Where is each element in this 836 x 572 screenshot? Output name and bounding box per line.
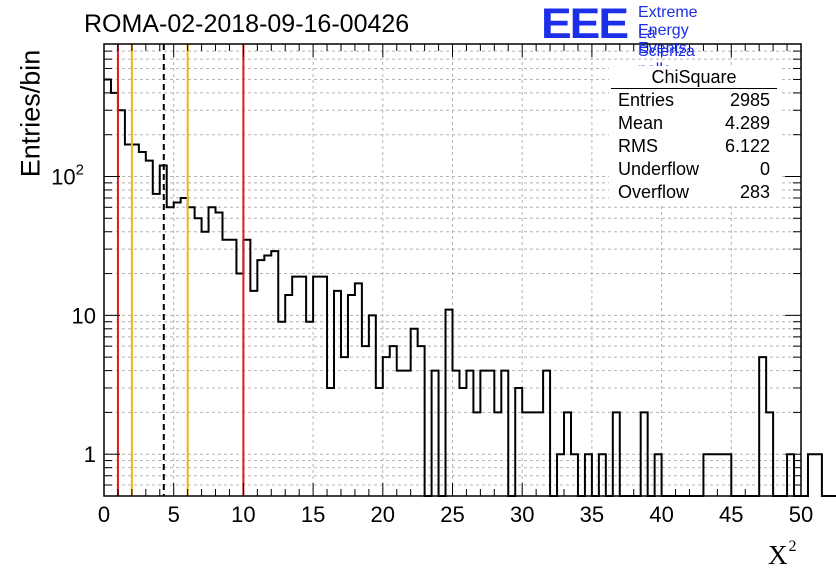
histogram-bin [181, 198, 188, 496]
stats-row-mean: Mean 4.289 [609, 112, 779, 135]
histogram-bin [174, 202, 181, 496]
stats-value: 0 [759, 159, 770, 179]
histogram-bin [480, 371, 487, 496]
histogram-bin [236, 274, 243, 496]
stats-value: 283 [739, 182, 770, 202]
histogram-bin [243, 240, 250, 496]
histogram-bin [466, 371, 473, 496]
histogram-bin [808, 454, 815, 496]
x-axis-label: X2 [768, 538, 797, 571]
histogram-bin [327, 388, 334, 496]
stats-key: Mean [618, 113, 664, 133]
stats-row-rms: RMS 6.122 [609, 135, 779, 158]
stats-value: 6.122 [724, 136, 770, 156]
x-tick-label: 35 [580, 502, 604, 527]
histogram-bin [397, 371, 404, 496]
histogram-bin [278, 322, 285, 496]
x-tick-label: 45 [719, 502, 743, 527]
histogram-bin [376, 388, 383, 496]
histogram-bin [299, 277, 306, 496]
histogram-bin [139, 152, 146, 496]
chart-title: ROMA-02-2018-09-16-00426 [84, 10, 410, 38]
x-tick-label: 40 [649, 502, 673, 527]
histogram-bin [369, 315, 376, 496]
histogram-bin [188, 207, 195, 496]
x-tick-label: 5 [168, 502, 180, 527]
stats-title: ChiSquare [611, 66, 777, 89]
histogram-bin [264, 255, 271, 496]
histogram-bin [229, 240, 236, 496]
stats-key: RMS [618, 136, 658, 156]
histogram-bin [459, 388, 466, 496]
y-axis-label: Entries/bin [15, 49, 46, 178]
histogram-bin [404, 371, 411, 496]
stats-key: Underflow [618, 159, 700, 179]
histogram-bin [132, 144, 139, 496]
histogram-bin [320, 277, 327, 496]
histogram-bin [341, 357, 348, 496]
histogram-bin [104, 79, 111, 496]
histogram-series [104, 78, 836, 497]
x-tick-label: 0 [98, 502, 110, 527]
histogram-bin [390, 346, 397, 496]
histogram-bin [815, 454, 822, 496]
histogram-bin [543, 371, 550, 496]
y-tick-label: 102 [51, 161, 84, 189]
histogram-bin [418, 346, 425, 496]
axis-ticks [103, 44, 802, 496]
x-tick-label: 30 [510, 502, 534, 527]
threshold-lines [116, 44, 245, 496]
stats-row-entries: Entries 2985 [609, 89, 779, 112]
stats-value: 4.289 [724, 113, 770, 133]
histogram-bin [216, 213, 223, 496]
histogram-bin [313, 277, 320, 496]
histogram-bin [306, 322, 313, 496]
histogram-bin [153, 194, 160, 496]
x-axis-label-superscript: 2 [788, 538, 797, 555]
stats-key: Entries [618, 90, 675, 110]
histogram-bin [111, 93, 118, 496]
histogram-bin [292, 277, 299, 496]
histogram-bin [285, 295, 292, 496]
histogram-bin [167, 207, 174, 496]
histogram-step-line [104, 78, 836, 497]
histogram-bin [432, 371, 439, 496]
x-tick-label: 20 [371, 502, 395, 527]
stats-row-overflow: Overflow 283 [609, 181, 779, 204]
y-tick-label: 1 [84, 442, 96, 467]
stats-row-underflow: Underflow 0 [609, 158, 779, 181]
x-axis-label-base: X [768, 540, 788, 570]
stats-key: Overflow [618, 182, 690, 202]
histogram-bin [348, 295, 355, 496]
histogram-bin [759, 357, 766, 496]
tick-labels: 0 5 10 15 20 25 30 35 40 45 50 1 10 102 [51, 161, 813, 527]
histogram-bin [222, 240, 229, 496]
histogram-bin [453, 371, 460, 496]
histogram-bin [271, 251, 278, 496]
stats-box: ChiSquare Entries 2985 Mean 4.289 RMS 6.122… [609, 66, 779, 204]
histogram-bin [125, 144, 132, 496]
histogram-bin [118, 110, 125, 496]
histogram-bin [209, 207, 216, 496]
x-tick-label: 50 [789, 502, 813, 527]
x-tick-label: 10 [231, 502, 255, 527]
histogram-bin [362, 346, 369, 496]
logo-line-1: Extreme Energy Events [638, 4, 698, 57]
y-tick-label: 10 [72, 303, 96, 328]
histogram-bin [487, 371, 494, 496]
histogram-bin [501, 371, 508, 496]
histogram-bin [383, 357, 390, 496]
x-tick-label: 15 [301, 502, 325, 527]
stats-value: 2985 [729, 90, 770, 110]
histogram-bin [515, 388, 522, 496]
eee-logo-mark: EEE [541, 0, 629, 48]
x-tick-label: 25 [440, 502, 464, 527]
histogram-bin [202, 232, 209, 496]
